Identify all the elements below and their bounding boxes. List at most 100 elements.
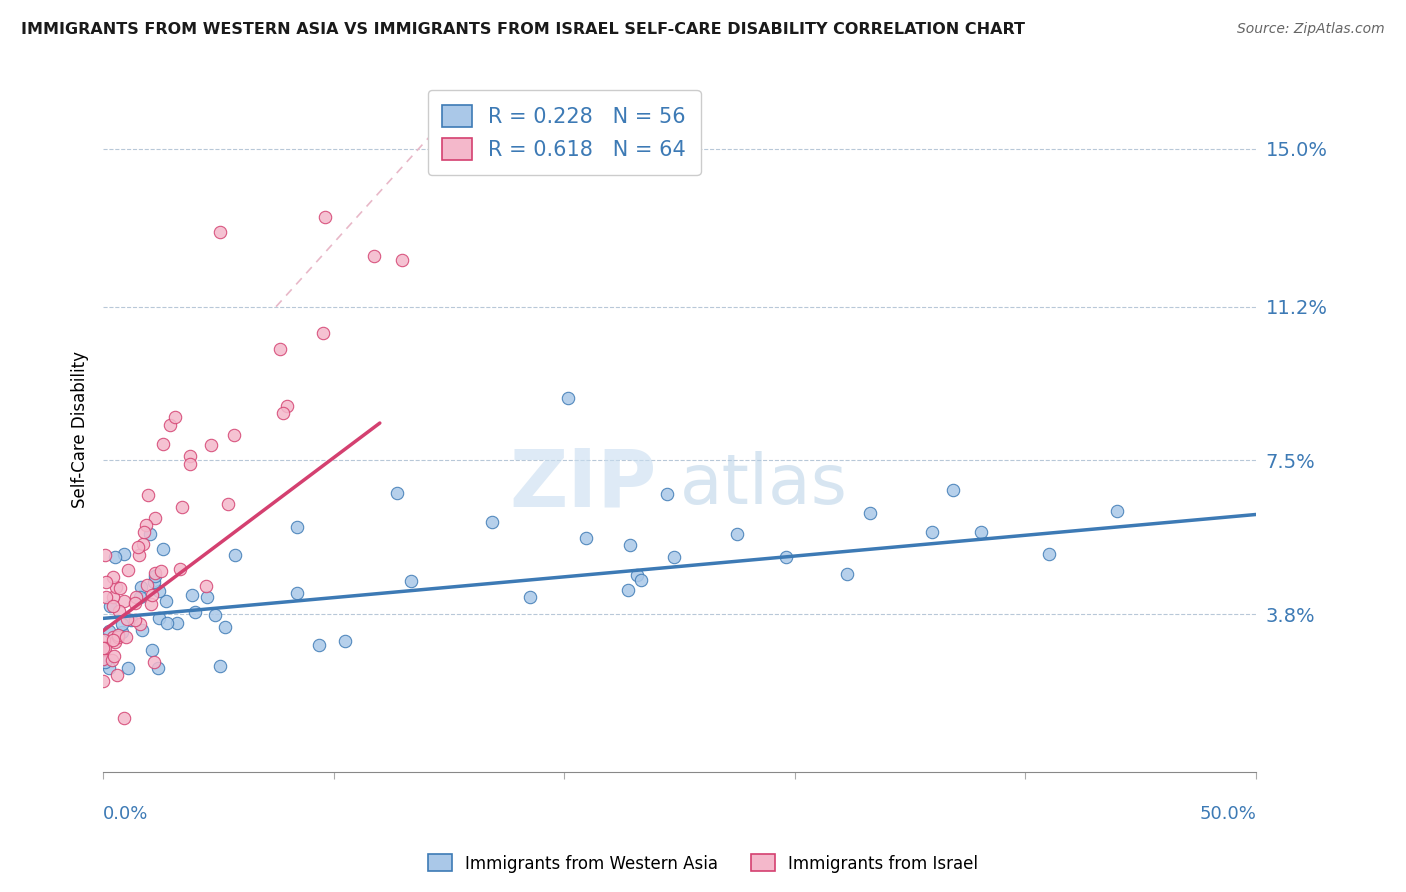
- Point: [107, 630, 129, 644]
- Point: [131, 623, 153, 637]
- Point: [128, 548, 150, 562]
- Point: [146, 661, 169, 675]
- Point: [124, 596, 146, 610]
- Point: [134, 525, 156, 540]
- Point: [103, 570, 125, 584]
- Point: [387, 485, 409, 500]
- Legend: R = 0.228   N = 56, R = 0.618   N = 64: R = 0.228 N = 56, R = 0.618 N = 64: [427, 90, 700, 175]
- Point: [112, 594, 135, 608]
- Point: [111, 617, 134, 632]
- Point: [1107, 504, 1129, 518]
- Point: [94, 548, 117, 562]
- Point: [314, 210, 336, 224]
- Point: [617, 582, 640, 597]
- Point: [94, 591, 117, 605]
- Point: [129, 580, 152, 594]
- Point: [139, 597, 162, 611]
- Point: [942, 483, 965, 498]
- Point: [98, 624, 121, 638]
- Point: [200, 438, 222, 452]
- Point: [107, 628, 129, 642]
- Point: [143, 511, 166, 525]
- Point: [333, 634, 356, 648]
- Point: [172, 500, 194, 514]
- Point: [136, 578, 159, 592]
- Text: Source: ZipAtlas.com: Source: ZipAtlas.com: [1237, 22, 1385, 37]
- Point: [195, 591, 218, 605]
- Point: [285, 586, 308, 600]
- Point: [481, 516, 503, 530]
- Point: [143, 575, 166, 590]
- Point: [127, 540, 149, 554]
- Text: ZIP: ZIP: [509, 445, 657, 523]
- Point: [112, 547, 135, 561]
- Y-axis label: Self-Care Disability: Self-Care Disability: [72, 351, 89, 508]
- Point: [135, 517, 157, 532]
- Point: [181, 588, 204, 602]
- Point: [104, 635, 127, 649]
- Point: [148, 611, 170, 625]
- Point: [138, 527, 160, 541]
- Point: [575, 531, 598, 545]
- Point: [105, 668, 128, 682]
- Point: [217, 497, 239, 511]
- Point: [179, 458, 201, 472]
- Point: [163, 409, 186, 424]
- Text: 50.0%: 50.0%: [1199, 805, 1256, 823]
- Point: [111, 625, 134, 640]
- Point: [214, 620, 236, 634]
- Point: [208, 225, 231, 239]
- Point: [222, 428, 245, 442]
- Text: atlas: atlas: [679, 450, 848, 517]
- Point: [112, 711, 135, 725]
- Point: [94, 655, 117, 669]
- Point: [124, 590, 146, 604]
- Point: [859, 506, 882, 520]
- Point: [152, 542, 174, 557]
- Point: [195, 579, 218, 593]
- Point: [399, 574, 422, 588]
- Point: [108, 604, 131, 618]
- Point: [98, 599, 121, 614]
- Point: [145, 568, 167, 582]
- Point: [308, 638, 330, 652]
- Point: [105, 580, 128, 594]
- Point: [363, 249, 385, 263]
- Point: [143, 566, 166, 581]
- Point: [276, 400, 298, 414]
- Point: [1038, 548, 1060, 562]
- Text: IMMIGRANTS FROM WESTERN ASIA VS IMMIGRANTS FROM ISRAEL SELF-CARE DISABILITY CORR: IMMIGRANTS FROM WESTERN ASIA VS IMMIGRAN…: [21, 22, 1025, 37]
- Point: [271, 406, 294, 420]
- Point: [159, 417, 181, 432]
- Point: [103, 590, 125, 604]
- Point: [136, 488, 159, 502]
- Point: [101, 599, 124, 613]
- Point: [969, 524, 991, 539]
- Point: [108, 581, 131, 595]
- Point: [155, 594, 177, 608]
- Point: [120, 613, 142, 627]
- Point: [100, 652, 122, 666]
- Point: [519, 590, 541, 604]
- Point: [128, 590, 150, 604]
- Point: [921, 524, 943, 539]
- Point: [630, 573, 652, 587]
- Point: [208, 658, 231, 673]
- Point: [124, 614, 146, 628]
- Point: [97, 661, 120, 675]
- Point: [148, 584, 170, 599]
- Point: [837, 566, 859, 581]
- Point: [285, 520, 308, 534]
- Point: [117, 661, 139, 675]
- Point: [129, 616, 152, 631]
- Point: [103, 649, 125, 664]
- Point: [179, 450, 201, 464]
- Point: [224, 548, 246, 562]
- Point: [101, 630, 124, 644]
- Point: [101, 632, 124, 647]
- Point: [94, 640, 117, 655]
- Point: [150, 564, 173, 578]
- Point: [117, 563, 139, 577]
- Text: 0.0%: 0.0%: [103, 805, 149, 823]
- Point: [204, 608, 226, 623]
